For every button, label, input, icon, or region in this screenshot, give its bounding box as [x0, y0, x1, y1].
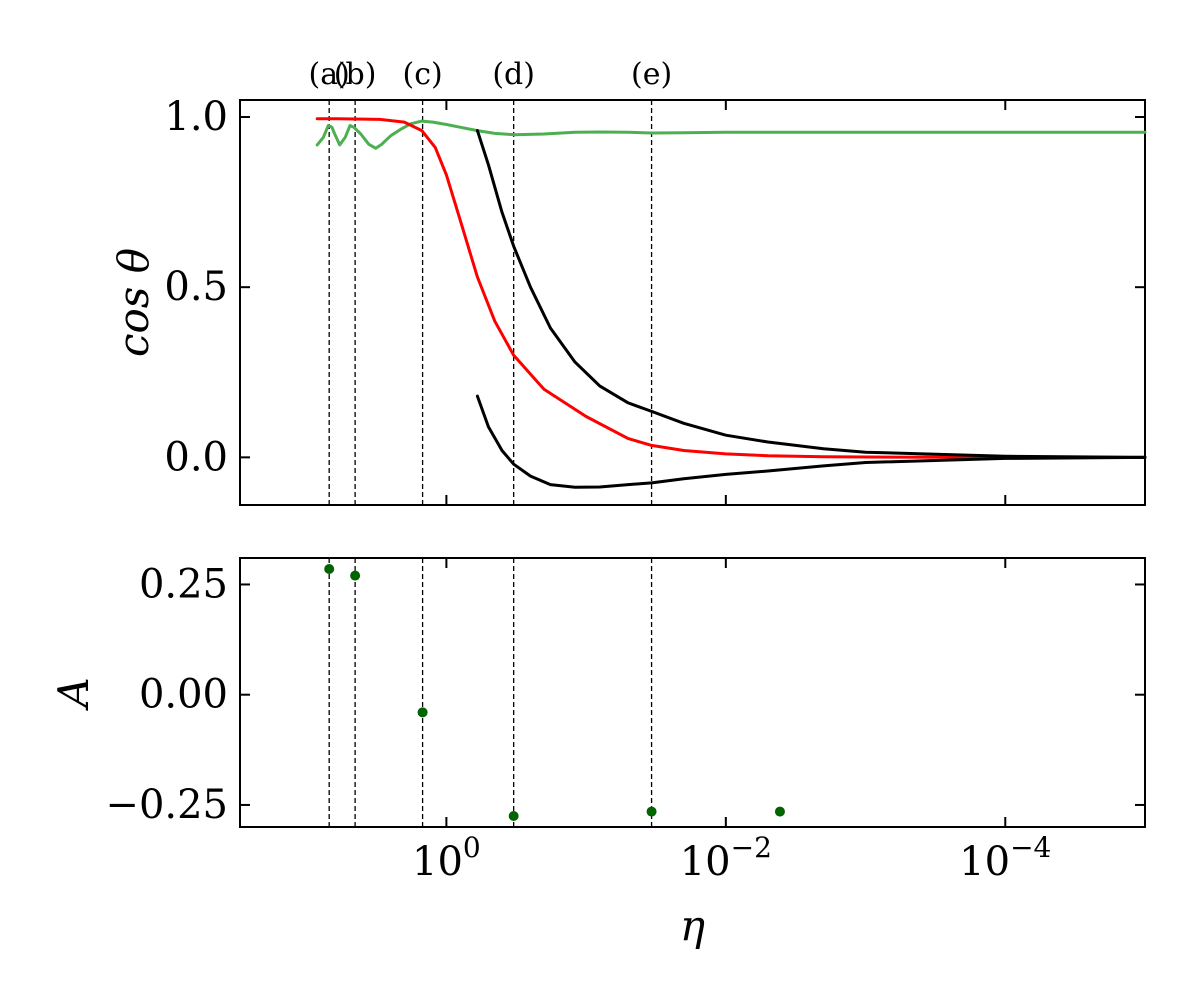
bottom-panel: −0.25 0.00 0.25 A 100 10−2 10−4 η: [49, 557, 1146, 950]
series-line-0: [315, 119, 1147, 150]
data-point: [417, 707, 428, 718]
y-tick-label: −0.25: [105, 782, 228, 828]
series-line-3: [475, 394, 1147, 489]
data-point: [350, 570, 361, 581]
data-point: [508, 810, 519, 821]
plot-frame: [239, 557, 1146, 828]
y-tick-label: 1.0: [164, 94, 228, 140]
y-tick-label: 0.0: [164, 434, 228, 480]
y-tick-label: 0.5: [164, 264, 228, 310]
annotation-label: (e): [631, 57, 672, 92]
x-tick-label: 10−2: [680, 831, 772, 885]
y-axis-label: A: [49, 677, 98, 711]
data-point: [646, 806, 657, 817]
x-axis-label: η: [680, 901, 705, 950]
annotation-label: (c): [402, 57, 442, 92]
y-tick-label: 0.00: [139, 672, 228, 718]
series-line-1: [315, 117, 1147, 459]
top-panel: 0.0 0.5 1.0 cos θ (a)(b) (c) (d) (e): [109, 57, 1147, 506]
data-point: [324, 564, 335, 575]
series-line-2: [475, 129, 1147, 459]
annotation-label: (d): [492, 57, 535, 92]
y-axis-label: cos θ: [109, 248, 158, 357]
x-tick-label: 10−4: [959, 831, 1051, 885]
data-point: [774, 806, 785, 817]
plot-frame: [239, 99, 1146, 506]
annotation-label: (b): [334, 57, 377, 92]
y-tick-label: 0.25: [139, 561, 228, 607]
x-tick-label: 100: [412, 831, 481, 885]
annotation-label: (a): [309, 57, 350, 92]
